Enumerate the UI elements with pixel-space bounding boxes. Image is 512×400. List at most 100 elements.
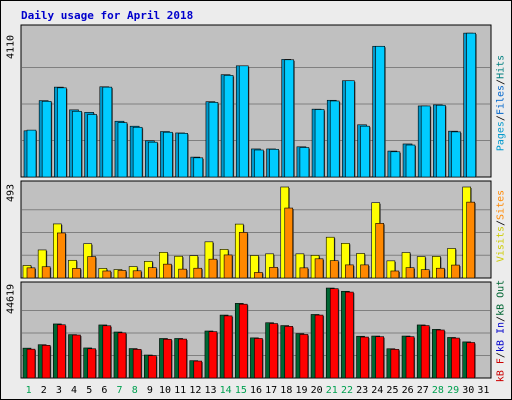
bar-kb-in-day-4 [72,334,81,379]
bar-kb-in-day-28 [436,329,445,379]
bar-sites-day-20 [314,258,324,279]
day-label-31: 31 [477,385,489,396]
bar-files-day-1 [26,129,37,178]
bar-kb-in-day-18 [284,326,294,379]
day-label-23: 23 [356,385,368,396]
bar-sites-day-25 [390,270,400,279]
bar-sites-day-22 [345,264,354,279]
bar-kb-in-day-27 [420,325,430,379]
day-label-17: 17 [265,385,277,396]
bar-kb-in-day-19 [299,334,309,379]
bar-sites-day-5 [87,256,96,279]
day-label-19: 19 [295,385,307,396]
bar-kb-in-day-6 [102,325,112,379]
day-label-26: 26 [402,385,414,396]
bar-kb-in-day-8 [132,349,142,379]
bar-files-day-13 [208,102,219,178]
day-label-22: 22 [341,385,353,396]
bar-files-day-26 [405,144,416,178]
bar-kb-in-day-23 [360,336,369,379]
day-label-1: 1 [26,385,32,396]
bar-files-day-23 [360,125,370,178]
chart-title: Daily usage for April 2018 [21,9,194,22]
bar-sites-day-9 [147,267,157,279]
day-label-29: 29 [447,385,459,396]
bar-files-day-24 [375,45,386,178]
bar-kb-in-day-13 [208,331,218,379]
bar-kb-in-day-20 [314,314,324,379]
bar-sites-day-27 [420,269,430,279]
bar-sites-day-11 [178,268,187,279]
day-label-16: 16 [250,385,262,396]
bar-files-day-7 [117,122,128,178]
bar-files-day-11 [178,133,188,178]
bar-sites-day-12 [193,267,203,279]
bar-sites-day-8 [132,270,142,279]
bar-sites-day-26 [405,267,415,279]
bar-files-day-19 [299,147,310,178]
bar-kb-in-day-21 [329,288,339,379]
bar-files-day-29 [451,131,461,178]
day-label-13: 13 [204,385,216,396]
bar-kb-in-day-9 [147,355,157,379]
bar-files-day-30 [466,32,476,178]
bar-sites-day-23 [360,264,369,279]
day-label-20: 20 [311,385,323,396]
bar-kb-in-day-14 [223,315,233,379]
bar-files-day-25 [390,151,401,178]
bar-files-day-12 [193,157,204,178]
bar-files-day-9 [147,141,158,178]
bar-files-day-4 [72,110,82,178]
bar-kb-in-day-29 [451,337,460,379]
bar-sites-day-14 [223,254,233,279]
day-label-9: 9 [147,385,153,396]
bar-files-day-27 [420,105,431,178]
bar-sites-day-19 [299,267,309,279]
bar-kb-in-day-2 [41,345,51,379]
bar-files-day-2 [41,101,52,178]
day-label-14: 14 [220,385,232,396]
bar-sites-day-13 [208,258,218,279]
bar-kb-in-day-10 [163,338,172,379]
bar-files-day-16 [254,149,264,178]
bar-kb-in-day-15 [238,303,248,379]
bar-sites-day-1 [26,267,36,279]
bar-files-day-17 [269,148,279,178]
bar-kb-in-day-5 [87,348,96,379]
bar-sites-day-28 [436,267,445,279]
bar-files-day-10 [163,131,173,178]
day-label-11: 11 [174,385,186,396]
bar-kb-in-day-16 [254,338,263,379]
day-label-3: 3 [56,385,62,396]
bar-files-day-3 [57,87,67,178]
day-label-28: 28 [432,385,444,396]
bar-sites-day-6 [102,270,112,279]
day-label-8: 8 [132,385,138,396]
day-label-18: 18 [280,385,292,396]
bar-sites-day-2 [41,266,51,279]
bar-files-day-6 [102,86,113,178]
bar-sites-day-3 [57,232,66,279]
bar-sites-day-17 [269,266,278,279]
bar-files-day-8 [132,126,143,178]
bar-files-day-18 [284,59,295,178]
bar-sites-day-18 [284,207,294,279]
day-label-24: 24 [371,385,383,396]
bar-sites-day-10 [163,263,172,279]
day-label-5: 5 [86,385,92,396]
bar-sites-day-30 [466,201,475,279]
bar-files-day-21 [329,100,340,178]
bar-sites-day-29 [451,264,460,279]
bar-files-day-20 [314,109,325,178]
bar-sites-day-7 [117,270,127,279]
bar-kb-in-day-3 [57,324,66,379]
bar-files-day-14 [223,75,234,178]
bar-kb-in-day-22 [345,291,354,379]
bar-kb-in-day-17 [269,323,278,379]
day-label-30: 30 [462,385,474,396]
day-label-12: 12 [189,385,201,396]
bar-kb-in-day-11 [178,338,187,379]
bar-kb-in-day-26 [405,336,415,379]
day-label-10: 10 [159,385,171,396]
